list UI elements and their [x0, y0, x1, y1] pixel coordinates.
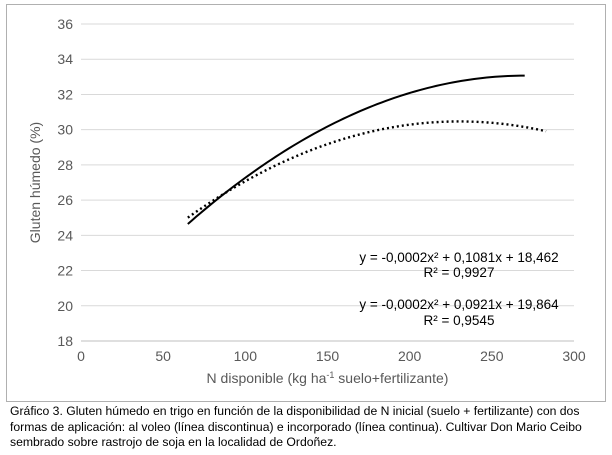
tick-labels: 18 20 22 24 26 28 30 32 34 36 0 50 100 150 200 250 300 — [57, 16, 585, 364]
chart-plot: 18 20 22 24 26 28 30 32 34 36 0 50 100 150 200 250 300 N… — [27, 16, 586, 386]
y-tick-label: 20 — [57, 298, 73, 314]
figure-caption: Gráfico 3. Gluten húmedo en trigo en fun… — [10, 404, 582, 449]
y-tick-label: 28 — [57, 157, 73, 173]
equation-label-dotted: y = -0,0002x² + 0,0921x + 19,864 — [359, 297, 559, 312]
r2-label-solid: R² = 0,9927 — [424, 265, 495, 280]
r2-label-dotted: R² = 0,9545 — [424, 313, 495, 328]
y-tick-label: 24 — [57, 227, 73, 243]
x-tick-label: 250 — [480, 348, 504, 364]
y-tick-label: 30 — [57, 122, 73, 138]
y-tick-label: 36 — [57, 16, 73, 32]
x-tick-label: 200 — [398, 348, 422, 364]
x-tick-label: 50 — [155, 348, 171, 364]
y-tick-label: 32 — [57, 86, 73, 102]
equation-label-solid: y = -0,0002x² + 0,1081x + 18,462 — [359, 250, 558, 265]
series-lines — [187, 74, 547, 225]
x-tick-label: 0 — [77, 348, 85, 364]
x-tick-label: 300 — [562, 348, 586, 364]
series-line-dotted — [187, 120, 547, 219]
x-axis-title: N disponible (kg ha-1 suelo+fertilizante… — [207, 370, 449, 386]
chart-frame: 18 20 22 24 26 28 30 32 34 36 0 50 100 150 200 250 300 N… — [6, 4, 606, 402]
x-tick-label: 150 — [316, 348, 340, 364]
y-tick-label: 18 — [57, 333, 73, 349]
series-line-solid — [187, 74, 525, 225]
y-tick-label: 26 — [57, 192, 73, 208]
x-tick-label: 100 — [234, 348, 258, 364]
grid-lines — [81, 23, 574, 342]
y-tick-label: 22 — [57, 263, 73, 279]
y-tick-label: 34 — [57, 51, 73, 67]
y-axis-title: Gluten húmedo (%) — [27, 122, 43, 243]
